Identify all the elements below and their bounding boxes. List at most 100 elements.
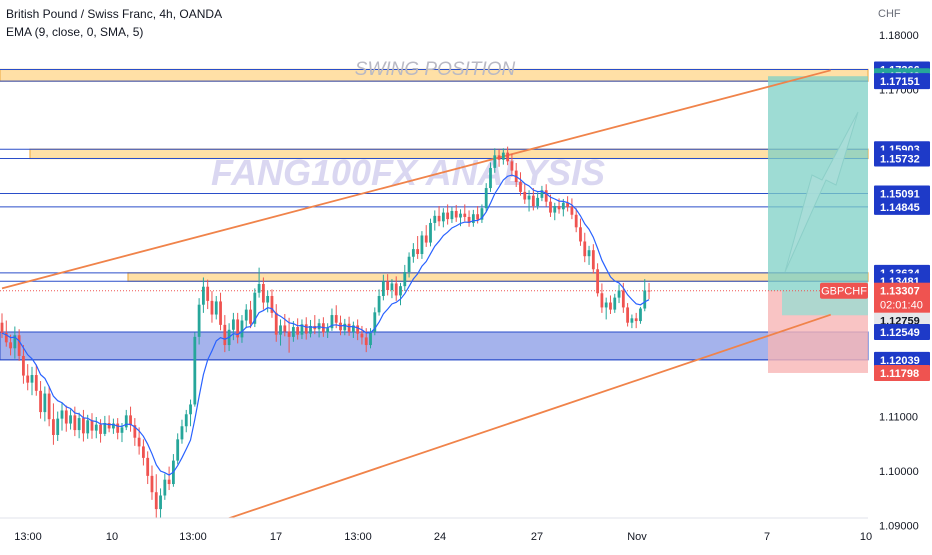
candle-body: [30, 375, 34, 383]
candle: [351, 321, 355, 338]
candle-body: [399, 286, 402, 296]
candle: [326, 323, 330, 338]
price-label-text: 1.14845: [880, 202, 920, 214]
candle-body: [437, 215, 441, 222]
candle-body: [129, 415, 132, 426]
candle: [287, 317, 291, 353]
candle: [626, 303, 630, 327]
candle: [613, 293, 617, 313]
candle: [274, 304, 278, 342]
channel-lower-line[interactable]: [123, 313, 832, 555]
candle-body: [184, 414, 188, 427]
candle-body: [459, 213, 462, 218]
candle-body: [4, 333, 8, 343]
candle: [441, 208, 445, 228]
candle-body: [180, 426, 184, 440]
candle-body: [471, 214, 475, 223]
candle-body: [206, 286, 210, 301]
candle-body: [420, 235, 424, 255]
candle-body: [360, 333, 364, 338]
candle-body: [463, 213, 467, 217]
candle: [617, 284, 621, 304]
candle: [407, 252, 411, 278]
price-label: 1.12549: [874, 324, 930, 341]
candle-body: [146, 457, 150, 476]
candle: [142, 439, 145, 466]
candle: [103, 415, 107, 437]
price-label: 1.14845: [874, 198, 930, 215]
candle-body: [266, 295, 270, 303]
candle-body: [411, 249, 415, 257]
candle-body: [137, 437, 141, 447]
candle-body: [47, 393, 51, 420]
candle-body: [519, 182, 522, 192]
candle-body: [287, 331, 291, 337]
candle-body: [364, 337, 368, 346]
candle-body: [291, 327, 295, 337]
candle-body: [94, 424, 98, 431]
brand-watermark: FANG100FX ANALYSIS: [211, 152, 605, 193]
candle-body: [446, 212, 450, 220]
candle-body: [244, 309, 248, 321]
candle: [77, 412, 81, 439]
candle: [82, 409, 85, 442]
candle-body: [536, 197, 540, 207]
candle: [360, 325, 364, 345]
candle-body: [356, 325, 360, 334]
candle: [193, 332, 197, 407]
time-tick-label: Nov: [627, 531, 647, 543]
candle: [249, 300, 252, 329]
candle: [219, 292, 222, 331]
indicator-legend[interactable]: EMA (9, close, 0, SMA, 5): [6, 25, 144, 39]
candle-body: [343, 323, 347, 331]
candle-body: [369, 331, 372, 346]
candle: [99, 419, 102, 443]
candle: [176, 433, 180, 465]
candle-body: [124, 415, 128, 428]
candle: [167, 466, 171, 491]
candle: [647, 282, 651, 300]
candle-body: [467, 216, 471, 223]
candle: [279, 319, 282, 346]
candle-body: [249, 309, 252, 324]
price-label-text: 1.12549: [880, 327, 920, 339]
price-label-box: [874, 73, 930, 90]
candle: [90, 413, 94, 439]
price-label-box: [874, 150, 930, 167]
channel-upper-line[interactable]: [1, 69, 831, 290]
candle: [244, 304, 248, 329]
candle: [236, 312, 240, 344]
candle: [591, 244, 595, 274]
candle-body: [373, 312, 377, 332]
candle-body: [167, 479, 171, 485]
candle-body: [591, 250, 595, 270]
candle-body: [501, 152, 505, 160]
candle: [43, 386, 47, 422]
candle: [579, 218, 582, 246]
candle: [381, 274, 385, 301]
candle: [129, 406, 132, 432]
candle: [540, 185, 544, 202]
candle: [467, 210, 471, 227]
candle: [184, 409, 188, 433]
candle-body: [621, 290, 625, 308]
candle-body: [570, 207, 574, 215]
candle-body: [283, 325, 287, 332]
price-label: 1.17151: [874, 73, 930, 90]
candle-body: [257, 283, 261, 293]
candle-body: [544, 190, 548, 202]
symbol-tag-text: GBPCHF: [821, 286, 867, 298]
candle: [570, 198, 574, 220]
candle: [394, 276, 398, 301]
time-axis[interactable]: [0, 518, 868, 550]
candle-body: [381, 281, 385, 296]
candle: [4, 320, 8, 347]
candle: [47, 385, 51, 427]
candle: [300, 319, 304, 340]
candle: [506, 146, 510, 166]
candle: [146, 451, 150, 485]
candle-body: [326, 328, 330, 333]
candle-body: [214, 301, 218, 315]
candle: [39, 381, 42, 419]
